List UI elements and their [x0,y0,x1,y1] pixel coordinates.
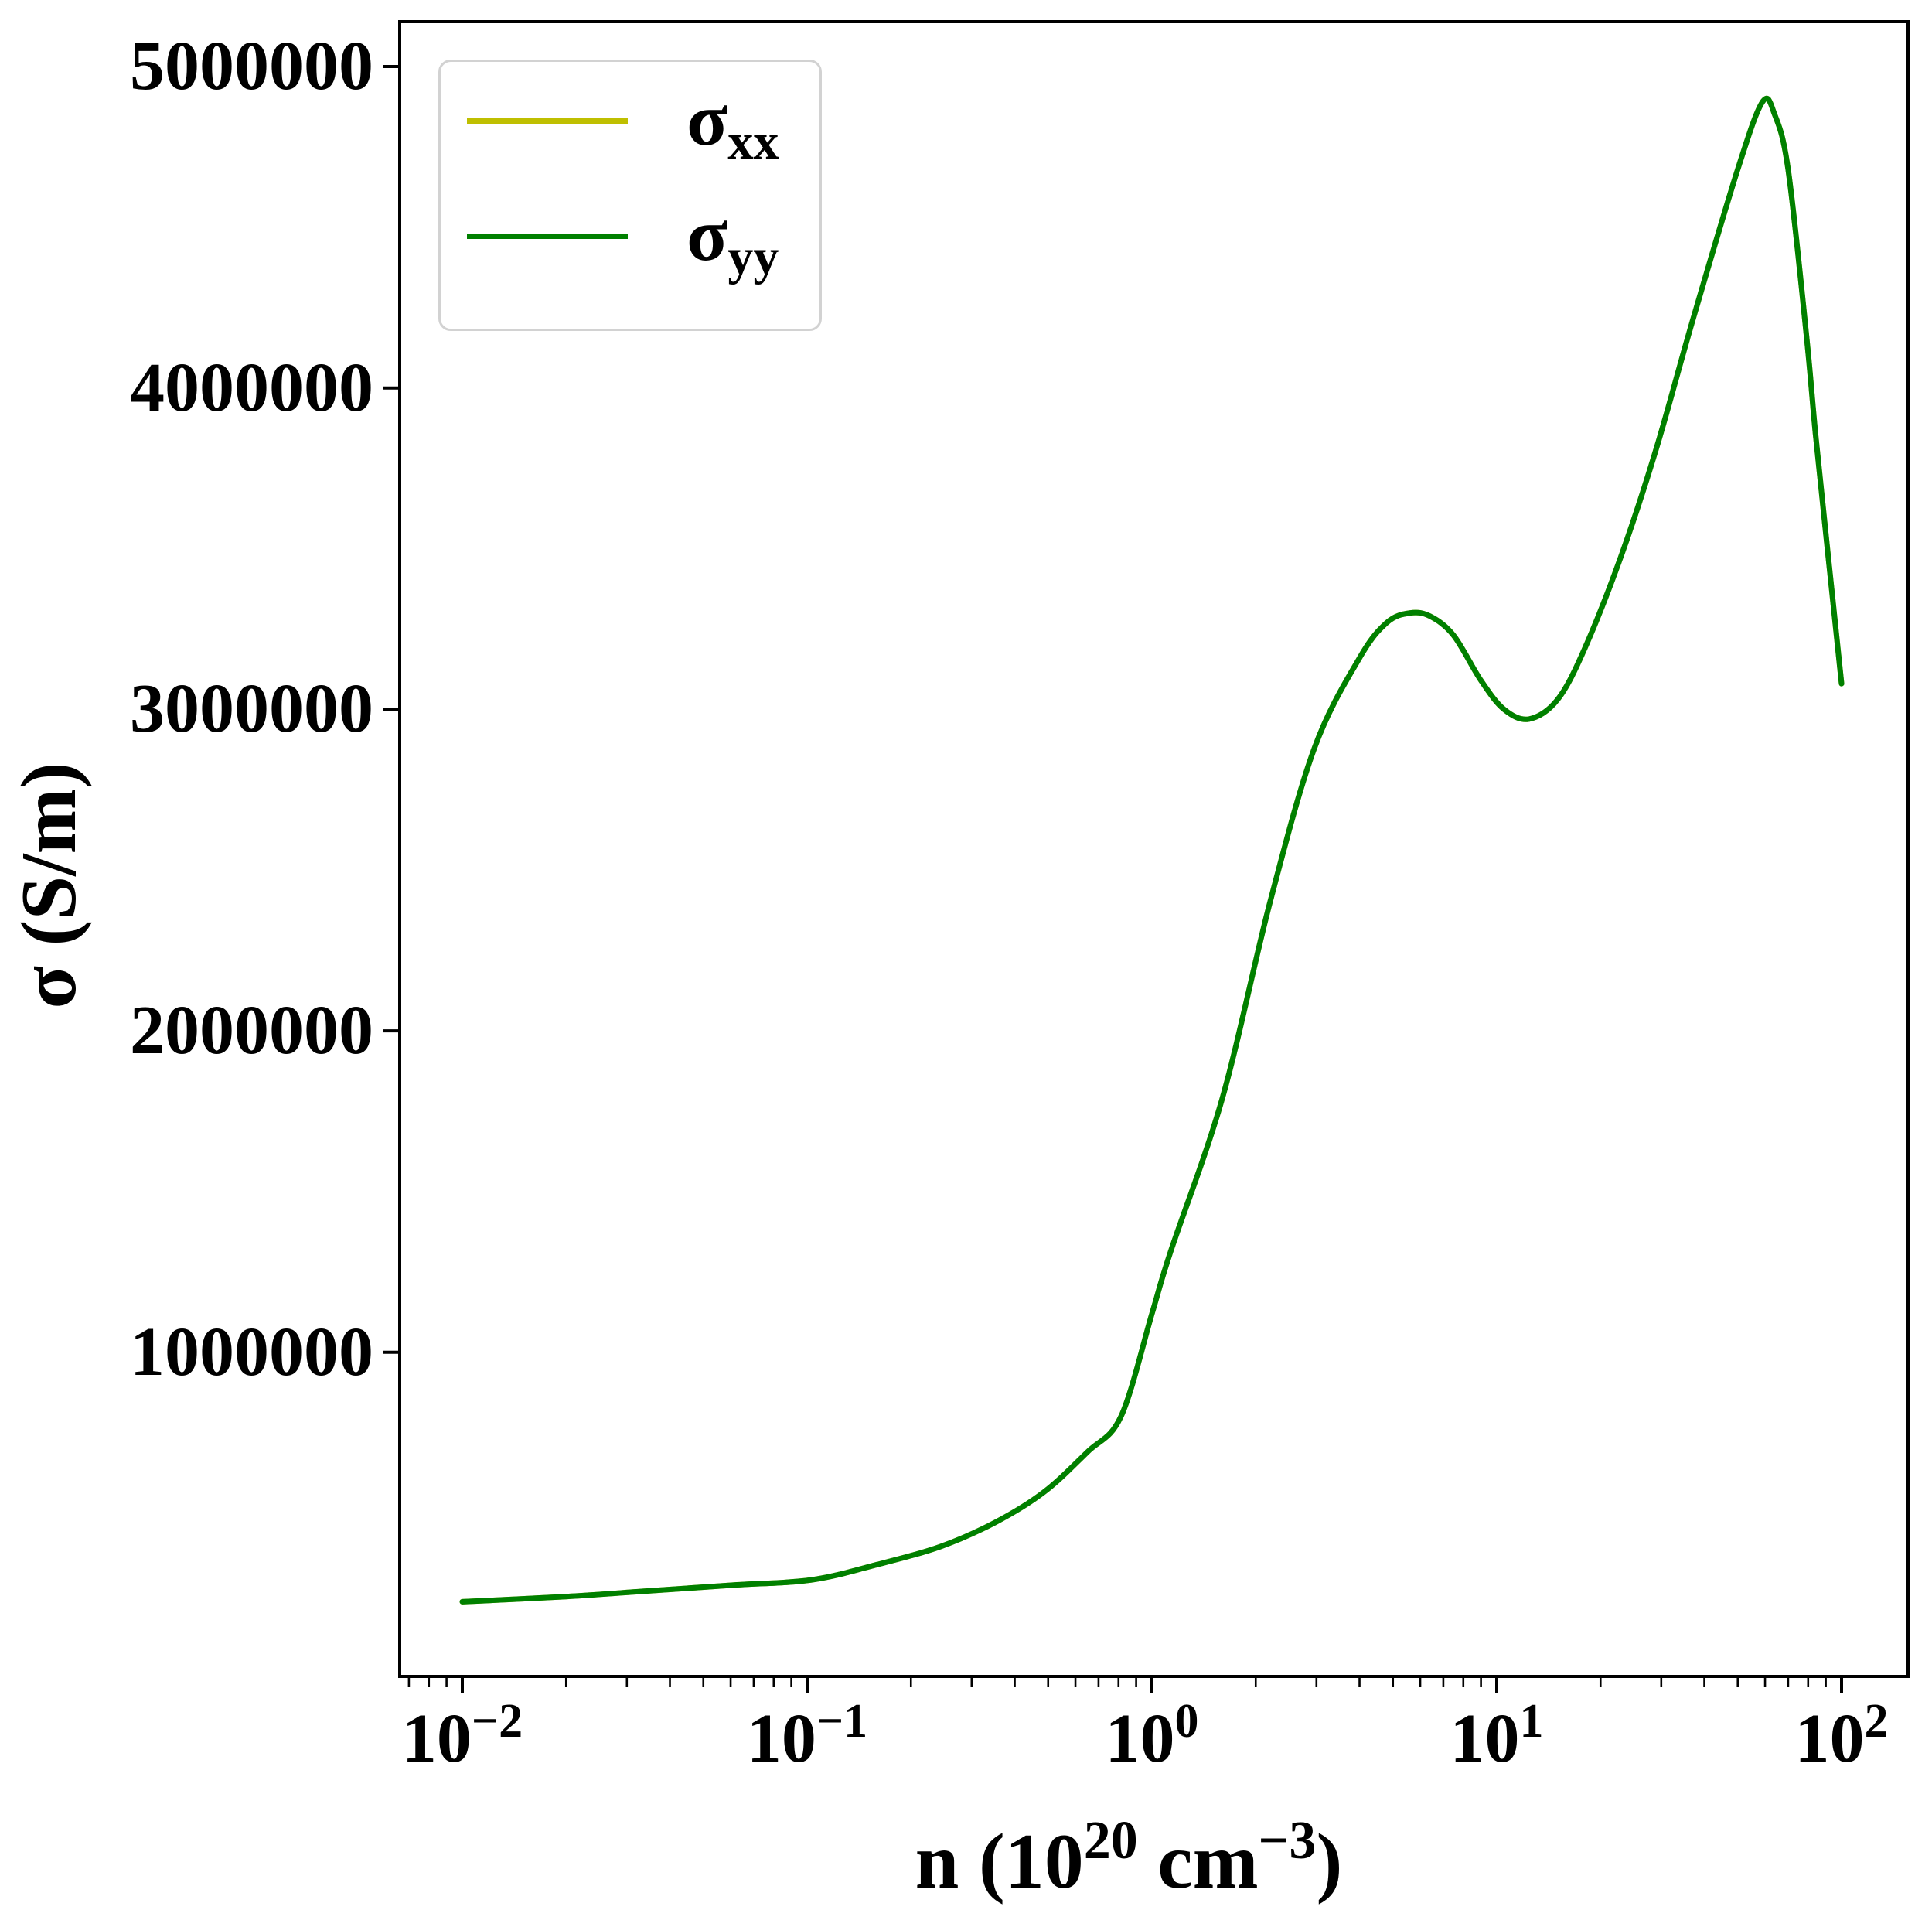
legend-line-sample [467,118,628,124]
x-axis-label: n (1020 cm−3) [915,1810,1343,1905]
y-tick-label: 4000000 [130,349,373,426]
y-tick-label: 5000000 [130,28,373,104]
y-tick-label: 1000000 [130,1313,373,1390]
curve-sigma_yy [459,95,1845,1605]
legend-label: σyy [687,193,779,286]
x-major-ticks [461,1676,1843,1693]
x-tick-label: 102 [1794,1694,1889,1777]
legend-row-sigma_yy: σyy [441,179,819,294]
axes-frame [398,20,1910,1678]
x-tick-label: 10−1 [746,1694,868,1777]
y-tick-label: 2000000 [130,992,373,1069]
y-major-ticks [383,65,400,1354]
y-axis-label: σ (S/m) [5,762,93,1009]
x-minor-ticks [407,1676,1827,1687]
legend-label: σxx [687,78,779,171]
x-tick-label: 10−2 [401,1694,523,1777]
legend: σxx σyy [438,60,822,331]
curve-lines [459,95,1845,1605]
x-tick-label: 100 [1105,1694,1199,1777]
legend-line-sample [467,234,628,239]
legend-row-sigma_xx: σxx [441,63,819,179]
y-tick-label: 3000000 [130,670,373,748]
x-tick-label: 101 [1450,1694,1544,1777]
